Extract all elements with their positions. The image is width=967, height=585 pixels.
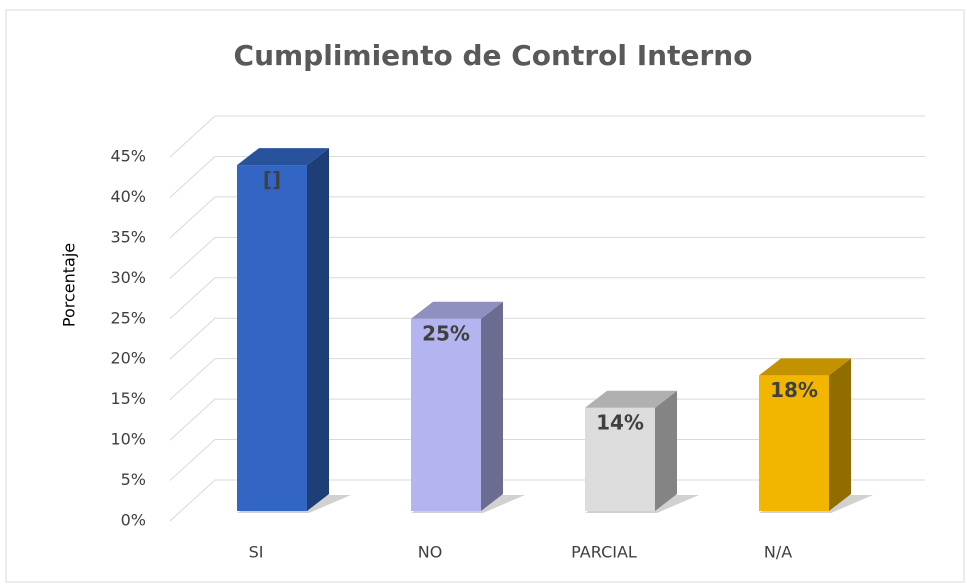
bar <box>759 358 873 513</box>
x-tick-label: N/A <box>764 543 792 562</box>
x-tick-label: PARCIAL <box>571 543 637 562</box>
bar-side <box>655 390 677 511</box>
grid-line <box>169 398 925 441</box>
y-tick-label: 45% <box>110 147 146 166</box>
x-tick-label: SI <box>249 543 264 562</box>
y-tick-label: 40% <box>110 187 146 206</box>
grid-line <box>169 439 925 481</box>
y-tick-label: 35% <box>110 227 146 246</box>
data-label: [] <box>263 168 281 192</box>
bar-side <box>307 148 329 512</box>
x-tick-label: NO <box>418 543 443 562</box>
grid-line <box>169 479 925 522</box>
grid-line <box>169 236 925 279</box>
y-axis-label: Porcentaje <box>60 243 79 327</box>
bar-front <box>759 375 829 511</box>
bar-top <box>759 358 851 376</box>
grid-line <box>169 277 925 320</box>
bar-side <box>481 301 503 511</box>
bar-front <box>411 318 481 511</box>
bar-front <box>237 165 307 512</box>
chart-title: Cumplimiento de Control Interno <box>234 39 753 72</box>
grid-line <box>169 358 925 401</box>
bar-top <box>411 301 503 319</box>
data-label: 25% <box>422 321 470 345</box>
y-tick-label: 10% <box>110 430 146 449</box>
y-tick-label: 0% <box>121 511 146 530</box>
y-tick-label: 20% <box>110 349 146 368</box>
grid-line <box>169 317 925 360</box>
bar-side <box>829 358 851 511</box>
bar-front <box>585 407 655 511</box>
bar <box>237 148 351 513</box>
data-label: 18% <box>770 378 818 402</box>
grid-line <box>169 196 925 239</box>
grid-line <box>169 155 925 198</box>
bar <box>411 301 525 513</box>
y-tick-label: 25% <box>110 308 146 327</box>
bar <box>585 390 699 513</box>
bar-top <box>585 390 677 408</box>
grid-line <box>169 115 925 158</box>
bar-top <box>237 148 329 166</box>
y-tick-label: 30% <box>110 268 146 287</box>
data-label: 14% <box>596 410 644 434</box>
y-tick-label: 5% <box>121 470 146 489</box>
y-tick-label: 15% <box>110 389 146 408</box>
